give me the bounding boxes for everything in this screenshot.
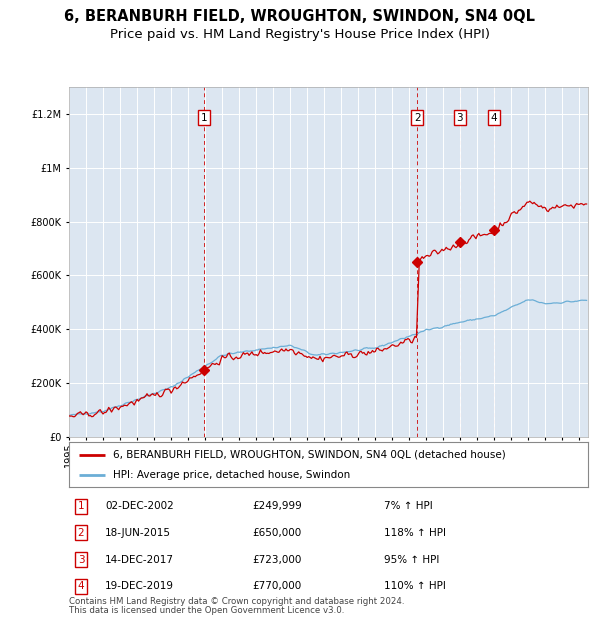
- Text: 110% ↑ HPI: 110% ↑ HPI: [384, 581, 446, 591]
- Text: 118% ↑ HPI: 118% ↑ HPI: [384, 528, 446, 538]
- Text: 6, BERANBURH FIELD, WROUGHTON, SWINDON, SN4 0QL: 6, BERANBURH FIELD, WROUGHTON, SWINDON, …: [65, 9, 536, 24]
- Text: 4: 4: [77, 581, 85, 591]
- Text: This data is licensed under the Open Government Licence v3.0.: This data is licensed under the Open Gov…: [69, 606, 344, 615]
- Text: Contains HM Land Registry data © Crown copyright and database right 2024.: Contains HM Land Registry data © Crown c…: [69, 597, 404, 606]
- Text: HPI: Average price, detached house, Swindon: HPI: Average price, detached house, Swin…: [113, 469, 350, 480]
- Text: 19-DEC-2019: 19-DEC-2019: [105, 581, 174, 591]
- Text: 1: 1: [77, 501, 85, 512]
- Text: 2: 2: [414, 113, 421, 123]
- Text: 4: 4: [490, 113, 497, 123]
- Text: 1: 1: [200, 113, 207, 123]
- Text: 2: 2: [77, 528, 85, 538]
- Text: 3: 3: [77, 554, 85, 565]
- Text: 14-DEC-2017: 14-DEC-2017: [105, 554, 174, 565]
- Text: 95% ↑ HPI: 95% ↑ HPI: [384, 554, 439, 565]
- Text: 6, BERANBURH FIELD, WROUGHTON, SWINDON, SN4 0QL (detached house): 6, BERANBURH FIELD, WROUGHTON, SWINDON, …: [113, 450, 506, 459]
- Text: Price paid vs. HM Land Registry's House Price Index (HPI): Price paid vs. HM Land Registry's House …: [110, 28, 490, 41]
- Text: 7% ↑ HPI: 7% ↑ HPI: [384, 501, 433, 512]
- Text: £723,000: £723,000: [252, 554, 301, 565]
- Text: £650,000: £650,000: [252, 528, 301, 538]
- Text: 18-JUN-2015: 18-JUN-2015: [105, 528, 171, 538]
- Text: 02-DEC-2002: 02-DEC-2002: [105, 501, 174, 512]
- Text: £249,999: £249,999: [252, 501, 302, 512]
- Text: £770,000: £770,000: [252, 581, 301, 591]
- Text: 3: 3: [457, 113, 463, 123]
